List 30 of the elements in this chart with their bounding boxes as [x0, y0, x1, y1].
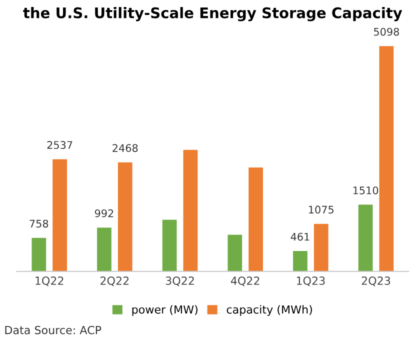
- x-tick-label: 3Q22: [166, 276, 194, 286]
- data-label: 1510: [353, 186, 378, 194]
- data-label: 2537: [47, 141, 72, 149]
- bar: [358, 204, 373, 272]
- legend-label: power (MW): [132, 305, 198, 316]
- data-label: 992: [94, 209, 114, 218]
- bar: [379, 46, 394, 272]
- bar: [162, 220, 177, 272]
- bar: [118, 162, 132, 272]
- bar: [183, 150, 198, 272]
- bar: [248, 168, 263, 272]
- bar: [97, 228, 112, 272]
- data-label: 461: [290, 232, 310, 241]
- data-label: 2468: [112, 144, 138, 152]
- bar: [314, 224, 328, 272]
- data-label: 5098: [374, 28, 399, 36]
- x-tick-label: 4Q22: [230, 276, 260, 286]
- bar: [228, 234, 242, 272]
- bar: [293, 251, 308, 272]
- x-tick-label: 1Q23: [296, 276, 325, 286]
- x-tick-label: 1Q22: [36, 276, 64, 286]
- legend-label: capacity (MWh): [226, 305, 312, 316]
- x-tick-label: 2Q23: [362, 276, 390, 286]
- x-tick-label: 2Q22: [100, 276, 129, 286]
- bar: [32, 238, 46, 272]
- chart-title: the U.S. Utility-Scale Energy Storage Capacity: [23, 7, 402, 22]
- data-label: 1075: [309, 206, 334, 214]
- data-label: 758: [30, 220, 48, 228]
- source-note: Data Source: ACP: [5, 326, 102, 334]
- bar: [52, 159, 67, 272]
